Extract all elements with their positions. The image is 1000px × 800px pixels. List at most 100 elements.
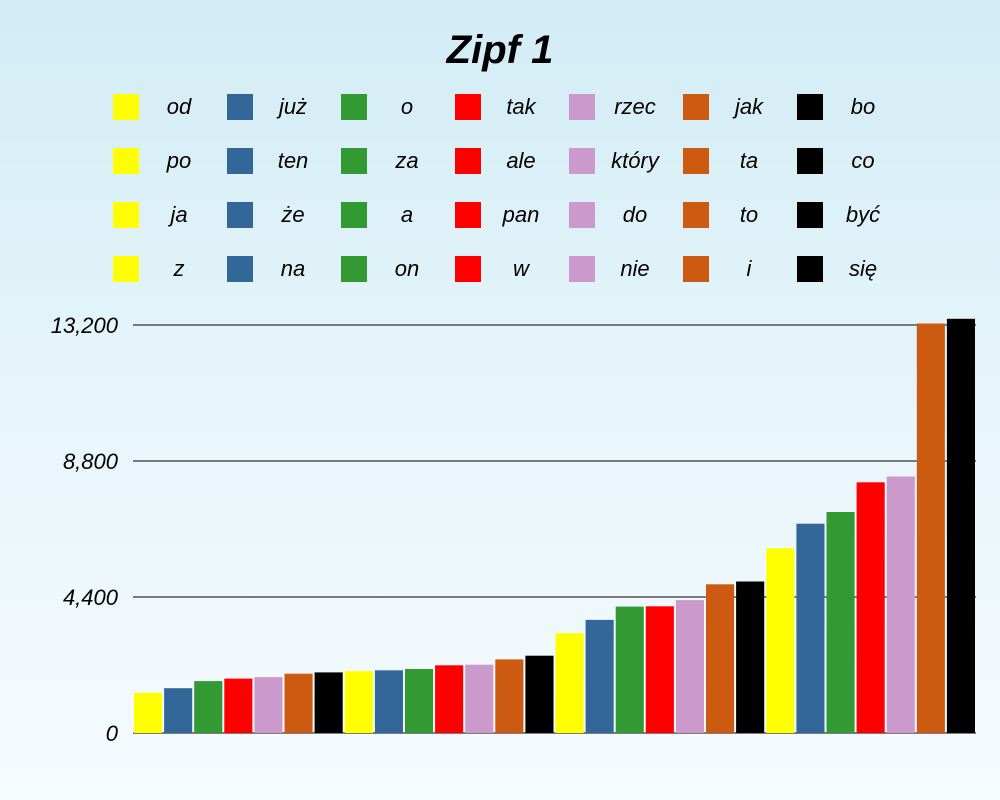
bar-który bbox=[465, 664, 494, 733]
bar-ja bbox=[555, 633, 584, 733]
legend-item: jak bbox=[671, 80, 785, 134]
legend-item: tak bbox=[443, 80, 557, 134]
legend-item: na bbox=[215, 242, 329, 296]
legend-label: to bbox=[739, 202, 759, 227]
legend-item: być bbox=[785, 188, 899, 242]
legend-label: w bbox=[513, 256, 529, 281]
legend-swatch bbox=[455, 148, 481, 174]
legend-swatch bbox=[455, 94, 481, 120]
legend-item: o bbox=[329, 80, 443, 134]
y-tick-label: 13,200 bbox=[51, 313, 119, 338]
legend-label: ten bbox=[277, 148, 309, 173]
bar-bo bbox=[314, 672, 343, 733]
bar-za bbox=[405, 669, 434, 733]
legend-item: on bbox=[329, 242, 443, 296]
legend-swatch bbox=[683, 148, 709, 174]
legend-swatch bbox=[683, 94, 709, 120]
bar-jak bbox=[284, 673, 313, 733]
bar-już bbox=[164, 688, 193, 733]
bar-ta bbox=[495, 659, 524, 733]
bar-ale bbox=[435, 665, 464, 733]
legend-swatch bbox=[227, 256, 253, 282]
legend-item: ten bbox=[215, 134, 329, 188]
legend-swatch bbox=[683, 202, 709, 228]
legend-swatch bbox=[113, 94, 139, 120]
bar-do bbox=[675, 600, 704, 733]
legend-label: i bbox=[746, 256, 752, 281]
legend-swatch bbox=[569, 148, 595, 174]
legend-label: od bbox=[166, 94, 192, 119]
legend-item: się bbox=[785, 242, 899, 296]
legend-label: że bbox=[281, 202, 305, 227]
legend-label: rzec bbox=[614, 94, 656, 119]
legend-label: z bbox=[173, 256, 185, 281]
legend-label: ja bbox=[170, 202, 188, 227]
bar-być bbox=[736, 581, 765, 733]
legend-swatch bbox=[797, 94, 823, 120]
legend-label: nie bbox=[620, 256, 650, 281]
y-tick-label: 4,400 bbox=[63, 585, 119, 610]
legend-item: już bbox=[215, 80, 329, 134]
legend-swatch bbox=[227, 148, 253, 174]
legend-label: o bbox=[400, 94, 414, 119]
legend-label: a bbox=[400, 202, 414, 227]
bar-co bbox=[525, 655, 554, 733]
legend-swatch bbox=[455, 202, 481, 228]
bar-to bbox=[706, 584, 735, 733]
legend-swatch bbox=[569, 256, 595, 282]
legend-swatch bbox=[227, 202, 253, 228]
y-tick-label: 0 bbox=[106, 721, 119, 746]
legend-label: ale bbox=[506, 148, 536, 173]
legend-item: ta bbox=[671, 134, 785, 188]
bar-a bbox=[615, 606, 644, 733]
legend-label: już bbox=[278, 94, 308, 119]
legend-label: się bbox=[848, 256, 878, 281]
legend-label: do bbox=[622, 202, 648, 227]
legend-item: bo bbox=[785, 80, 899, 134]
bar-po bbox=[344, 671, 373, 733]
legend-swatch bbox=[341, 256, 367, 282]
bar-ten bbox=[374, 670, 403, 733]
legend-item: nie bbox=[557, 242, 671, 296]
legend-item: co bbox=[785, 134, 899, 188]
legend-swatch bbox=[113, 148, 139, 174]
legend-label: co bbox=[851, 148, 875, 173]
legend-label: po bbox=[166, 148, 192, 173]
legend-item: a bbox=[329, 188, 443, 242]
legend-item: do bbox=[557, 188, 671, 242]
legend-swatch bbox=[797, 256, 823, 282]
bar-nie bbox=[886, 476, 915, 733]
legend-swatch bbox=[569, 94, 595, 120]
legend-label: za bbox=[395, 148, 419, 173]
bar-od bbox=[134, 692, 163, 733]
legend-swatch bbox=[797, 148, 823, 174]
legend-swatch bbox=[227, 94, 253, 120]
legend-item: ale bbox=[443, 134, 557, 188]
legend-label: na bbox=[280, 256, 306, 281]
legend: od już o tak rzec jak bo po ten za ale który ta co ja ż… bbox=[45, 80, 955, 296]
legend-swatch bbox=[341, 94, 367, 120]
legend-item: za bbox=[329, 134, 443, 188]
legend-label: on bbox=[394, 256, 420, 281]
legend-swatch bbox=[683, 256, 709, 282]
bar-że bbox=[585, 619, 614, 733]
bar-rzec bbox=[254, 677, 283, 733]
legend-item: to bbox=[671, 188, 785, 242]
legend-label: tak bbox=[506, 94, 536, 119]
legend-swatch bbox=[113, 202, 139, 228]
y-tick-label: 8,800 bbox=[63, 449, 119, 474]
legend-swatch bbox=[341, 202, 367, 228]
legend-swatch bbox=[455, 256, 481, 282]
chart-title: Zipf 1 bbox=[446, 28, 554, 72]
legend-label: który bbox=[611, 148, 659, 173]
legend-item: w bbox=[443, 242, 557, 296]
legend-item: i bbox=[671, 242, 785, 296]
bar-i bbox=[916, 323, 945, 733]
legend-item: rzec bbox=[557, 80, 671, 134]
legend-item: ja bbox=[101, 188, 215, 242]
legend-swatch bbox=[341, 148, 367, 174]
bar-w bbox=[856, 482, 885, 733]
legend-label: być bbox=[845, 202, 881, 227]
bar-się bbox=[946, 318, 975, 733]
legend-item: że bbox=[215, 188, 329, 242]
